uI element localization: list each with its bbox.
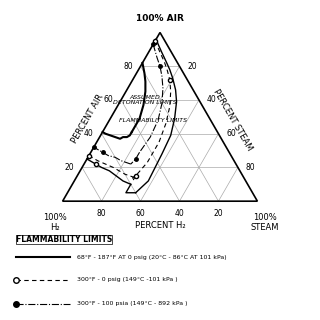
Text: 68°F - 187°F AT 0 psig (20°C - 86°C AT 101 kPa): 68°F - 187°F AT 0 psig (20°C - 86°C AT 1… bbox=[77, 255, 227, 260]
Text: FLAMMABILITY LIMITS: FLAMMABILITY LIMITS bbox=[16, 235, 112, 244]
Text: 100%
STEAM: 100% STEAM bbox=[251, 213, 279, 232]
Text: 100% AIR: 100% AIR bbox=[136, 14, 184, 23]
Text: 60: 60 bbox=[103, 95, 113, 104]
Text: FLAMMABILITY LIMITS: FLAMMABILITY LIMITS bbox=[119, 118, 187, 123]
Text: 40: 40 bbox=[84, 129, 94, 138]
Text: PERCENT AIR: PERCENT AIR bbox=[70, 93, 106, 146]
Text: ASSUMED
DETONATION LIMITS: ASSUMED DETONATION LIMITS bbox=[113, 95, 176, 105]
Text: PERCENT H₂: PERCENT H₂ bbox=[135, 221, 185, 230]
Text: 60: 60 bbox=[136, 209, 145, 218]
Text: 80: 80 bbox=[123, 62, 133, 71]
Text: 60: 60 bbox=[226, 129, 236, 138]
Text: 20: 20 bbox=[65, 163, 74, 172]
Text: 40: 40 bbox=[175, 209, 184, 218]
Text: 80: 80 bbox=[97, 209, 106, 218]
Text: 20: 20 bbox=[187, 62, 197, 71]
Text: 20: 20 bbox=[214, 209, 223, 218]
Text: 100%
H₂: 100% H₂ bbox=[43, 213, 67, 232]
Text: 300°F - 100 psia (149°C - 892 kPa ): 300°F - 100 psia (149°C - 892 kPa ) bbox=[77, 301, 187, 306]
Text: 40: 40 bbox=[207, 95, 217, 104]
Text: 80: 80 bbox=[246, 163, 255, 172]
Text: PERCENT STEAM: PERCENT STEAM bbox=[211, 87, 253, 152]
Text: 300°F - 0 psig (149°C -101 kPa ): 300°F - 0 psig (149°C -101 kPa ) bbox=[77, 277, 177, 282]
